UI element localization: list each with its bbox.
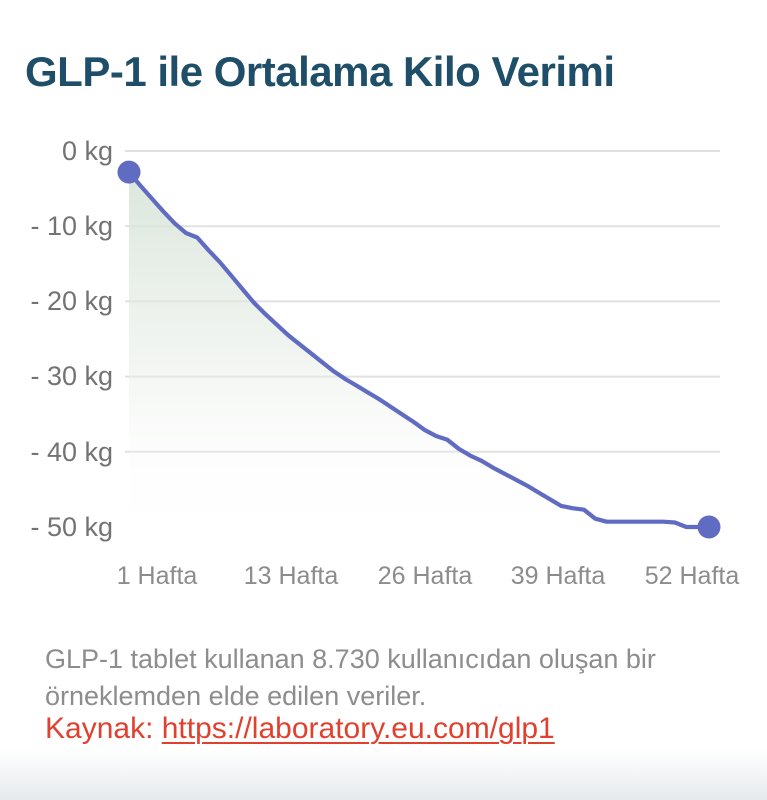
sample-caption-line1: GLP-1 tablet kullanan 8.730 kullanıcıdan… — [45, 644, 656, 674]
data-point-first — [117, 160, 141, 184]
x-tick-week1: 1 Hafta — [116, 562, 198, 590]
y-tick-0kg: 0 kg — [61, 136, 113, 166]
y-tick-10kg: - 10 kg — [30, 211, 113, 241]
source-url-link[interactable]: https://laboratory.eu.com/glp1 — [161, 712, 555, 745]
x-tick-week13: 13 Hafta — [243, 562, 339, 590]
series-layer — [117, 160, 721, 558]
chart-line — [126, 170, 712, 530]
y-tick-30kg: - 30 kg — [30, 361, 113, 391]
bottom-fade-gradient — [0, 748, 767, 800]
y-tick-20kg: - 20 kg — [30, 286, 113, 316]
x-tick-week52: 52 Hafta — [644, 562, 740, 590]
x-tick-week39: 39 Hafta — [510, 562, 606, 590]
y-tick-40kg: - 40 kg — [30, 437, 113, 467]
sample-caption: GLP-1 tablet kullanan 8.730 kullanıcıdan… — [45, 641, 656, 715]
x-tick-week26: 26 Hafta — [377, 562, 473, 590]
sample-caption-line2: örneklemden elde edilen veriler. — [45, 681, 427, 711]
source-label: Kaynak: — [45, 712, 154, 745]
chart-area-fill — [129, 172, 709, 558]
chart-svg — [117, 150, 721, 558]
y-tick-50kg: - 50 kg — [30, 512, 113, 542]
page-title: GLP-1 ile Ortalama Kilo Verimi — [25, 48, 615, 95]
source-line: Kaynak: https://laboratory.eu.com/glp1 — [45, 712, 555, 746]
data-point-last — [697, 515, 721, 539]
